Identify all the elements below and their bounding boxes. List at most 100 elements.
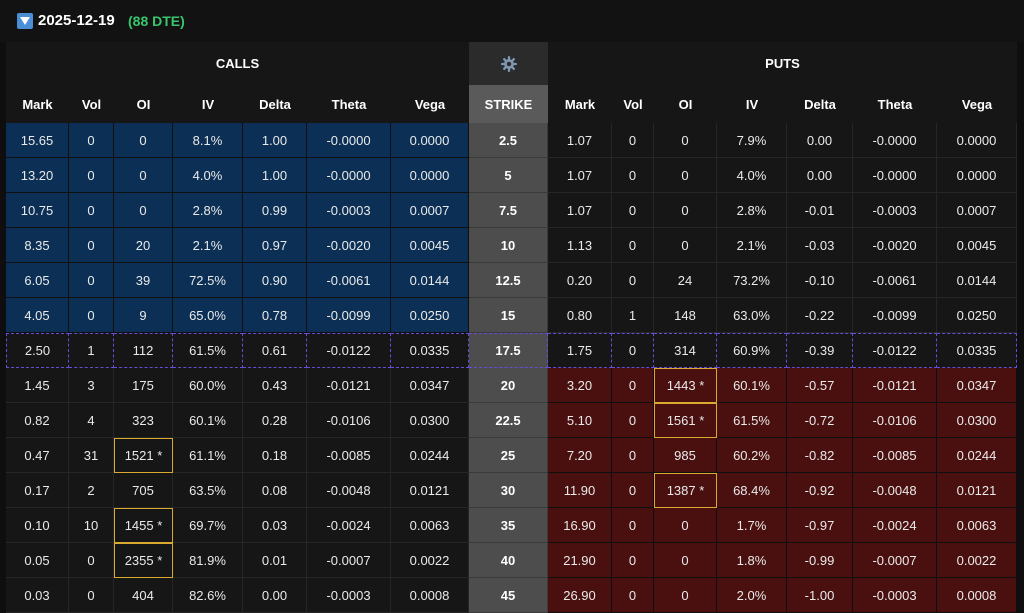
- put-mark-cell[interactable]: 5.10: [548, 403, 612, 438]
- call-delta-cell[interactable]: 0.08: [243, 473, 307, 508]
- put-delta-cell[interactable]: -0.57: [787, 368, 853, 403]
- call-vol-cell[interactable]: 0: [69, 578, 114, 613]
- put-mark-cell[interactable]: 0.20: [548, 263, 612, 298]
- call-vega-cell[interactable]: 0.0000: [391, 158, 469, 193]
- call-mark-cell[interactable]: 13.20: [6, 158, 69, 193]
- put-delta-cell[interactable]: 0.00: [787, 158, 853, 193]
- put-iv-cell[interactable]: 61.5%: [717, 403, 787, 438]
- call-theta-cell[interactable]: -0.0048: [307, 473, 391, 508]
- call-iv-cell[interactable]: 61.1%: [173, 438, 243, 473]
- put-delta-cell[interactable]: -0.39: [787, 333, 853, 368]
- put-oi-cell[interactable]: 1443 *: [654, 368, 717, 403]
- chain-row[interactable]: 4.05 0 9 65.0% 0.78 -0.0099 0.0250 15 0.80 1 148 63…: [6, 298, 1017, 333]
- put-delta-cell[interactable]: -1.00: [787, 578, 853, 613]
- put-vega-cell[interactable]: 0.0121: [937, 473, 1017, 508]
- call-vol-cell[interactable]: 3: [69, 368, 114, 403]
- call-mark-cell[interactable]: 1.45: [6, 368, 69, 403]
- strike-cell[interactable]: 40: [469, 543, 548, 578]
- strike-cell[interactable]: 30: [469, 473, 548, 508]
- put-mark-cell[interactable]: 16.90: [548, 508, 612, 543]
- put-oi-cell[interactable]: 0: [654, 508, 717, 543]
- put-mark-cell[interactable]: 11.90: [548, 473, 612, 508]
- put-theta-cell[interactable]: -0.0106: [853, 403, 937, 438]
- put-delta-cell[interactable]: 0.00: [787, 123, 853, 158]
- put-delta-cell[interactable]: -0.92: [787, 473, 853, 508]
- strike-cell[interactable]: 5: [469, 158, 548, 193]
- call-theta-cell[interactable]: -0.0003: [307, 193, 391, 228]
- call-vega-cell[interactable]: 0.0007: [391, 193, 469, 228]
- put-vol-cell[interactable]: 0: [612, 333, 654, 368]
- call-col-vol[interactable]: Vol: [81, 96, 102, 112]
- call-delta-cell[interactable]: 1.00: [243, 158, 307, 193]
- put-delta-cell[interactable]: -0.22: [787, 298, 853, 333]
- put-iv-cell[interactable]: 1.8%: [717, 543, 787, 578]
- put-theta-cell[interactable]: -0.0003: [853, 578, 937, 613]
- strike-cell[interactable]: 2.5: [469, 123, 548, 158]
- call-col-delta[interactable]: Delta: [259, 96, 291, 112]
- call-delta-cell[interactable]: 0.18: [243, 438, 307, 473]
- strike-cell[interactable]: 25: [469, 438, 548, 473]
- put-vol-cell[interactable]: 0: [612, 508, 654, 543]
- call-vol-cell[interactable]: 31: [69, 438, 114, 473]
- put-vega-cell[interactable]: 0.0144: [937, 263, 1017, 298]
- call-delta-cell[interactable]: 0.28: [243, 403, 307, 438]
- call-mark-cell[interactable]: 8.35: [6, 228, 69, 263]
- call-theta-cell[interactable]: -0.0020: [307, 228, 391, 263]
- put-col-delta[interactable]: Delta: [804, 96, 836, 112]
- strike-col-header[interactable]: STRIKE: [469, 85, 548, 123]
- call-iv-cell[interactable]: 72.5%: [173, 263, 243, 298]
- call-vol-cell[interactable]: 4: [69, 403, 114, 438]
- call-delta-cell[interactable]: 0.61: [243, 333, 307, 368]
- call-iv-cell[interactable]: 2.8%: [173, 193, 243, 228]
- put-delta-cell[interactable]: -0.97: [787, 508, 853, 543]
- put-iv-cell[interactable]: 68.4%: [717, 473, 787, 508]
- put-theta-cell[interactable]: -0.0099: [853, 298, 937, 333]
- call-vol-cell[interactable]: 0: [69, 123, 114, 158]
- chain-row[interactable]: 0.05 0 2355 * 81.9% 0.01 -0.0007 0.0022 40 21.90…: [6, 543, 1017, 578]
- call-mark-cell[interactable]: 2.50: [6, 333, 69, 368]
- put-theta-cell[interactable]: -0.0000: [853, 123, 937, 158]
- strike-cell[interactable]: 22.5: [469, 403, 548, 438]
- call-vol-cell[interactable]: 0: [69, 193, 114, 228]
- put-mark-cell[interactable]: 3.20: [548, 368, 612, 403]
- chain-row[interactable]: 0.82 4 323 60.1% 0.28 -0.0106 0.0300 22.5 5.10 0 1…: [6, 403, 1017, 438]
- put-mark-cell[interactable]: 7.20: [548, 438, 612, 473]
- put-theta-cell[interactable]: -0.0020: [853, 228, 937, 263]
- call-delta-cell[interactable]: 0.99: [243, 193, 307, 228]
- call-oi-cell[interactable]: 1521 *: [114, 438, 173, 473]
- call-delta-cell[interactable]: 0.01: [243, 543, 307, 578]
- put-vega-cell[interactable]: 0.0244: [937, 438, 1017, 473]
- put-vol-cell[interactable]: 0: [612, 403, 654, 438]
- put-mark-cell[interactable]: 1.75: [548, 333, 612, 368]
- call-oi-cell[interactable]: 0: [114, 158, 173, 193]
- put-oi-cell[interactable]: 314: [654, 333, 717, 368]
- put-vol-cell[interactable]: 0: [612, 473, 654, 508]
- call-mark-cell[interactable]: 10.75: [6, 193, 69, 228]
- put-vega-cell[interactable]: 0.0022: [937, 543, 1017, 578]
- call-vol-cell[interactable]: 1: [69, 333, 114, 368]
- chain-row[interactable]: 15.65 0 0 8.1% 1.00 -0.0000 0.0000 2.5 1.07 0 0 7.9…: [6, 123, 1017, 158]
- put-delta-cell[interactable]: -0.82: [787, 438, 853, 473]
- put-iv-cell[interactable]: 2.0%: [717, 578, 787, 613]
- call-mark-cell[interactable]: 0.05: [6, 543, 69, 578]
- call-iv-cell[interactable]: 69.7%: [173, 508, 243, 543]
- call-col-oi[interactable]: OI: [136, 96, 151, 112]
- call-oi-cell[interactable]: 20: [114, 228, 173, 263]
- call-mark-cell[interactable]: 15.65: [6, 123, 69, 158]
- put-iv-cell[interactable]: 73.2%: [717, 263, 787, 298]
- call-col-vega[interactable]: Vega: [414, 96, 446, 112]
- put-iv-cell[interactable]: 2.8%: [717, 193, 787, 228]
- put-delta-cell[interactable]: -0.03: [787, 228, 853, 263]
- call-vega-cell[interactable]: 0.0300: [391, 403, 469, 438]
- put-col-mark[interactable]: Mark: [564, 96, 596, 112]
- call-oi-cell[interactable]: 1455 *: [114, 508, 173, 543]
- put-mark-cell[interactable]: 1.07: [548, 193, 612, 228]
- put-oi-cell[interactable]: 0: [654, 123, 717, 158]
- put-vol-cell[interactable]: 0: [612, 158, 654, 193]
- put-delta-cell[interactable]: -0.99: [787, 543, 853, 578]
- put-delta-cell[interactable]: -0.72: [787, 403, 853, 438]
- call-oi-cell[interactable]: 0: [114, 123, 173, 158]
- put-vega-cell[interactable]: 0.0250: [937, 298, 1017, 333]
- put-iv-cell[interactable]: 2.1%: [717, 228, 787, 263]
- put-vega-cell[interactable]: 0.0063: [937, 508, 1017, 543]
